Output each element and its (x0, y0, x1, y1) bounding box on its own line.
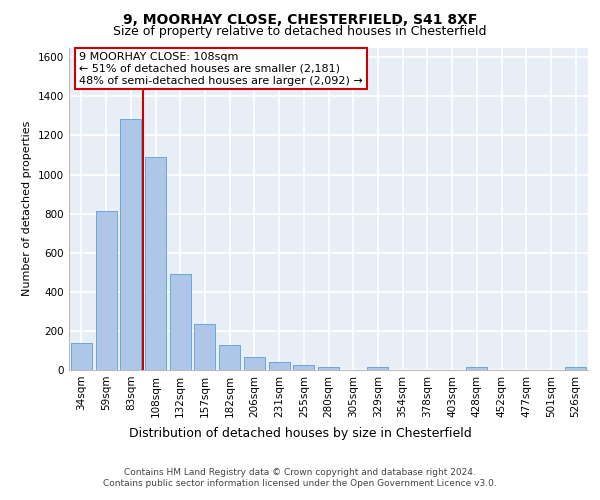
Bar (120, 119, 141, 370)
Bar (293, 364, 314, 370)
Bar (269, 362, 290, 370)
Bar (367, 367, 388, 370)
Text: Distribution of detached houses by size in Chesterfield: Distribution of detached houses by size … (128, 428, 472, 440)
Bar (565, 367, 586, 370)
Bar (170, 274, 191, 370)
Text: Contains HM Land Registry data © Crown copyright and database right 2024.
Contai: Contains HM Land Registry data © Crown c… (103, 468, 497, 487)
Bar (466, 367, 487, 370)
Bar (194, 324, 215, 370)
Y-axis label: Number of detached properties: Number of detached properties (22, 121, 32, 296)
Text: 9 MOORHAY CLOSE: 108sqm
← 51% of detached houses are smaller (2,181)
48% of semi: 9 MOORHAY CLOSE: 108sqm ← 51% of detache… (79, 52, 363, 86)
Text: Size of property relative to detached houses in Chesterfield: Size of property relative to detached ho… (113, 25, 487, 38)
Bar (71, 342, 92, 370)
Bar (244, 358, 265, 370)
Bar (145, 157, 166, 370)
Bar (95, 210, 116, 370)
Bar (219, 345, 240, 370)
Text: 9, MOORHAY CLOSE, CHESTERFIELD, S41 8XF: 9, MOORHAY CLOSE, CHESTERFIELD, S41 8XF (123, 12, 477, 26)
Bar (318, 367, 339, 370)
